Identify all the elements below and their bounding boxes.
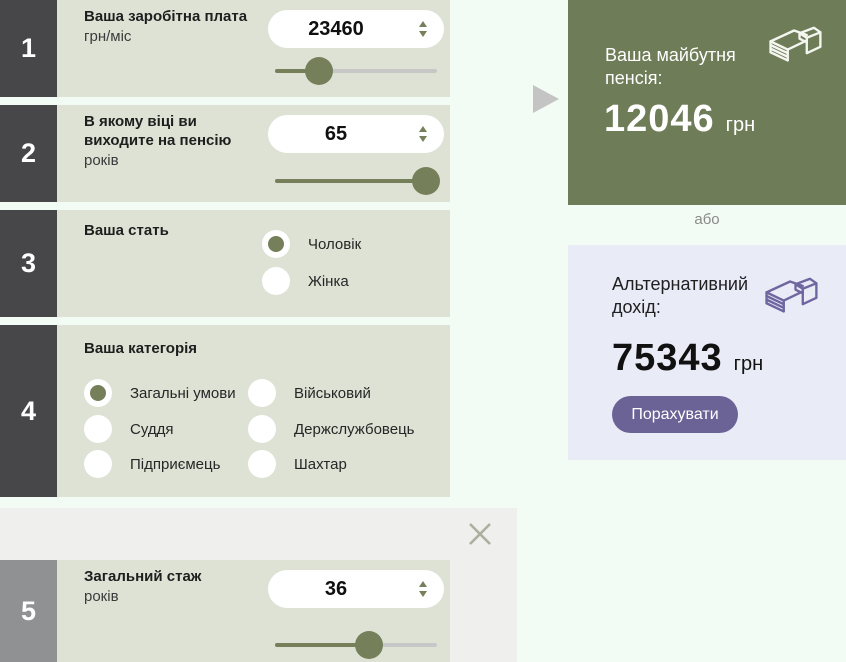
salary-value[interactable]: 23460 (308, 17, 364, 40)
category-option-military[interactable]: Військовий (248, 379, 371, 407)
slider-fill (275, 69, 319, 73)
section-3-number: 3 (0, 210, 57, 317)
play-arrow-icon (533, 85, 559, 113)
spinner-up-icon[interactable] (419, 21, 427, 27)
money-stack-icon (762, 275, 820, 322)
radio-icon[interactable] (248, 415, 276, 443)
section-2-panel: В якому віці ви виходите на пенсію років… (57, 105, 450, 202)
experience-label-box: Загальний стаж років (84, 568, 269, 607)
slider-fill (275, 643, 369, 647)
category-option-entrepreneur[interactable]: Підприємець (84, 450, 220, 478)
salary-slider[interactable] (275, 56, 437, 86)
retire-age-label: В якому віці ви виходите на пенсію (84, 113, 232, 149)
category-option-civil-servant[interactable]: Держслужбовець (248, 415, 414, 443)
radio-label: Жінка (308, 272, 349, 290)
radio-label: Чоловік (308, 235, 362, 253)
pension-result-currency: грн (725, 114, 756, 136)
section-5-number: 5 (0, 560, 57, 662)
gender-option-female[interactable]: Жінка (262, 267, 349, 295)
section-4-panel: Ваша категорія Загальні умови Військовий… (57, 325, 450, 497)
money-stack-icon (766, 24, 824, 71)
pension-result-panel: Ваша майбутня пенсія: 12046 грн (568, 0, 846, 205)
category-option-general[interactable]: Загальні умови (84, 379, 236, 407)
radio-icon[interactable] (262, 230, 290, 258)
radio-icon[interactable] (248, 450, 276, 478)
radio-label: Підприємець (130, 455, 221, 473)
spinner-arrows[interactable] (419, 115, 427, 153)
spinner-up-icon[interactable] (419, 126, 427, 132)
slider-thumb[interactable] (411, 167, 440, 195)
retire-age-label-box: В якому віці ви виходите на пенсію років (84, 113, 269, 171)
or-divider: або (694, 211, 720, 228)
slider-thumb[interactable] (354, 631, 383, 659)
slider-fill (275, 179, 426, 183)
section-2-number: 2 (0, 105, 57, 202)
retire-age-value[interactable]: 65 (324, 122, 348, 145)
alternative-income-value: 75343 (612, 337, 723, 379)
spinner-down-icon[interactable] (419, 31, 427, 37)
alternative-income-value-row: 75343 грн (612, 337, 763, 380)
pension-result-value: 12046 (604, 98, 715, 140)
radio-icon[interactable] (84, 450, 112, 478)
salary-label-box: Ваша заробітна плата грн/міс (84, 8, 269, 47)
radio-icon[interactable] (248, 379, 276, 407)
category-label-box: Ваша категорія (84, 340, 269, 359)
spinner-up-icon[interactable] (419, 581, 427, 587)
experience-slider[interactable] (275, 630, 437, 660)
slider-track[interactable] (275, 69, 437, 73)
radio-label: Держслужбовець (294, 420, 415, 438)
gender-label-box: Ваша стать (84, 222, 269, 241)
alternative-income-label: Альтернативний дохід: (612, 274, 749, 318)
spinner-down-icon[interactable] (419, 136, 427, 142)
section-4-number: 4 (0, 325, 57, 497)
category-option-judge[interactable]: Суддя (84, 415, 173, 443)
radio-label: Загальні умови (130, 384, 236, 402)
radio-label: Військовий (294, 384, 371, 402)
section-1-panel: Ваша заробітна плата грн/міс 23460 (57, 0, 450, 97)
radio-icon[interactable] (84, 379, 112, 407)
calculate-button[interactable]: Порахувати (612, 396, 738, 433)
retire-age-unit-label: років (84, 151, 119, 169)
salary-unit-label: грн/міс (84, 27, 132, 45)
section-3-panel: Ваша стать Чоловік Жінка (57, 210, 450, 317)
experience-spinner[interactable]: 36 (268, 570, 444, 608)
gender-option-male[interactable]: Чоловік (262, 230, 361, 258)
salary-spinner[interactable]: 23460 (268, 10, 444, 48)
experience-value[interactable]: 36 (324, 577, 348, 600)
retire-age-slider[interactable] (275, 166, 440, 196)
radio-icon[interactable] (262, 267, 290, 295)
radio-label: Суддя (130, 420, 174, 438)
category-label: Ваша категорія (84, 340, 198, 357)
gender-label: Ваша стать (84, 222, 169, 239)
radio-label: Шахтар (294, 455, 347, 473)
close-icon[interactable] (460, 514, 500, 554)
alternative-income-currency: грн (733, 353, 764, 375)
category-option-miner[interactable]: Шахтар (248, 450, 347, 478)
spinner-down-icon[interactable] (419, 591, 427, 597)
experience-unit-label: років (84, 587, 119, 605)
radio-icon[interactable] (84, 415, 112, 443)
slider-thumb[interactable] (304, 57, 333, 85)
pension-result-label: Ваша майбутня пенсія: (605, 45, 736, 89)
section-1-number: 1 (0, 0, 57, 97)
experience-label: Загальний стаж (84, 568, 202, 585)
retire-age-spinner[interactable]: 65 (268, 115, 444, 153)
spinner-arrows[interactable] (419, 10, 427, 48)
section-5-panel: Загальний стаж років 36 (57, 560, 450, 662)
pension-result-value-row: 12046 грн (604, 98, 755, 141)
alternative-income-panel: Альтернативний дохід: 75343 грн Порахува… (568, 245, 846, 460)
spinner-arrows[interactable] (419, 570, 427, 608)
salary-label: Ваша заробітна плата (84, 8, 248, 25)
